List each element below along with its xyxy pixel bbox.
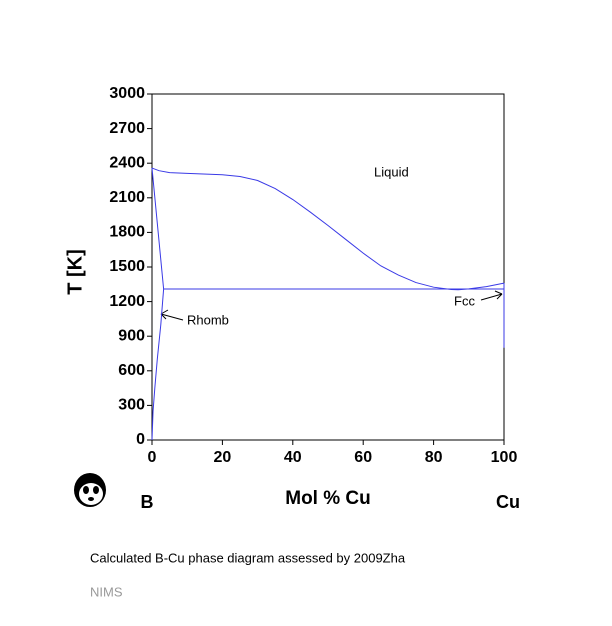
y-tick-label: 1800 [109, 224, 145, 241]
y-tick-label: 2700 [109, 120, 145, 137]
y-tick-label: 3000 [109, 85, 145, 102]
phase-boundary [151, 167, 505, 291]
x-tick-label: 40 [284, 449, 302, 466]
x-tick-label: 0 [148, 449, 157, 466]
y-tick-label: 1500 [109, 258, 145, 275]
y-axis-label: T [K] [64, 249, 86, 295]
caption: Calculated B-Cu phase diagram assessed b… [90, 550, 406, 565]
y-tick-label: 2400 [109, 154, 145, 171]
x-tick-label: 60 [354, 449, 372, 466]
y-tick-label: 1200 [109, 293, 145, 310]
arrows [160, 290, 503, 321]
y-tick-label: 900 [118, 327, 145, 344]
y-tick-label: 300 [118, 397, 145, 414]
x-axis-label: Mol % Cu [285, 488, 371, 509]
annotation: Rhomb [187, 312, 229, 327]
y-tick-label: 0 [136, 431, 145, 448]
logo [74, 473, 106, 507]
phase-boundary [151, 167, 165, 441]
x-tick-label: 80 [425, 449, 443, 466]
x-tick-label: 100 [491, 449, 518, 466]
component-label: Cu [496, 492, 520, 512]
plot-frame [151, 93, 505, 441]
y-tick-label: 2100 [109, 189, 145, 206]
annotation: Liquid [374, 164, 409, 179]
x-tick-label: 20 [214, 449, 232, 466]
annotation: Fcc [454, 293, 475, 308]
y-tick-label: 600 [118, 362, 145, 379]
source: NIMS [90, 584, 123, 599]
component-label: B [141, 492, 154, 512]
